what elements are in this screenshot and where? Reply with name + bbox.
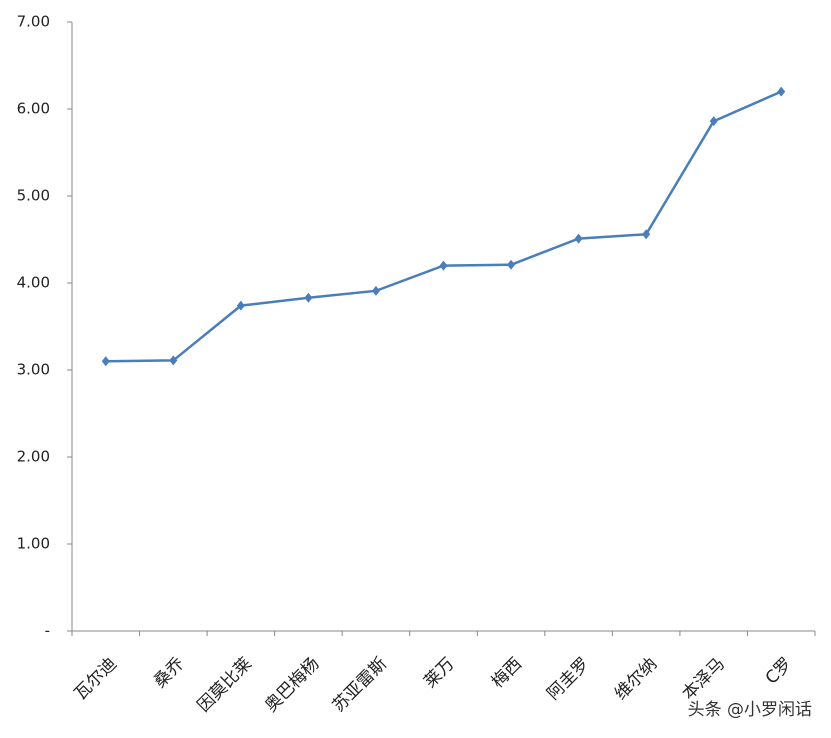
y-tick-label: - (45, 622, 50, 640)
line (105, 90, 782, 363)
x-tick-label: 本泽马 (679, 654, 729, 704)
y-tick-label: 5.00 (17, 187, 50, 205)
x-tick-label: 莱万 (420, 654, 458, 692)
x-tick-label: 苏亚雷斯 (329, 654, 391, 716)
watermark: 头条 @小罗闲话 (688, 700, 812, 720)
marker (169, 355, 178, 366)
y-tick-label: 1.00 (17, 535, 50, 553)
y-tick-label: 4.00 (17, 274, 50, 292)
x-tick-label: 维尔纳 (611, 654, 661, 704)
x-tick-label: C罗 (762, 654, 797, 689)
x-tick-label: 奥巴梅杨 (261, 654, 323, 716)
marker (574, 233, 583, 244)
y-tick-label: 3.00 (17, 361, 50, 379)
y-tick-label: 2.00 (17, 448, 50, 466)
x-tick-label: 瓦尔迪 (71, 654, 121, 704)
marker (642, 229, 651, 240)
y-tick-label: 6.00 (17, 100, 50, 118)
marker (709, 116, 718, 127)
marker (507, 259, 516, 270)
marker (236, 300, 245, 311)
marker (439, 260, 448, 271)
x-tick-label: 因莫比莱 (194, 654, 256, 716)
x-tick-label: 梅西 (488, 654, 526, 692)
x-tick-label: 阿圭罗 (543, 654, 593, 704)
marker (101, 356, 110, 367)
marker (777, 86, 786, 97)
x-tick-label: 桑乔 (150, 654, 188, 692)
marker (371, 285, 380, 296)
marker (304, 292, 313, 303)
y-tick-label: 7.00 (17, 13, 50, 31)
